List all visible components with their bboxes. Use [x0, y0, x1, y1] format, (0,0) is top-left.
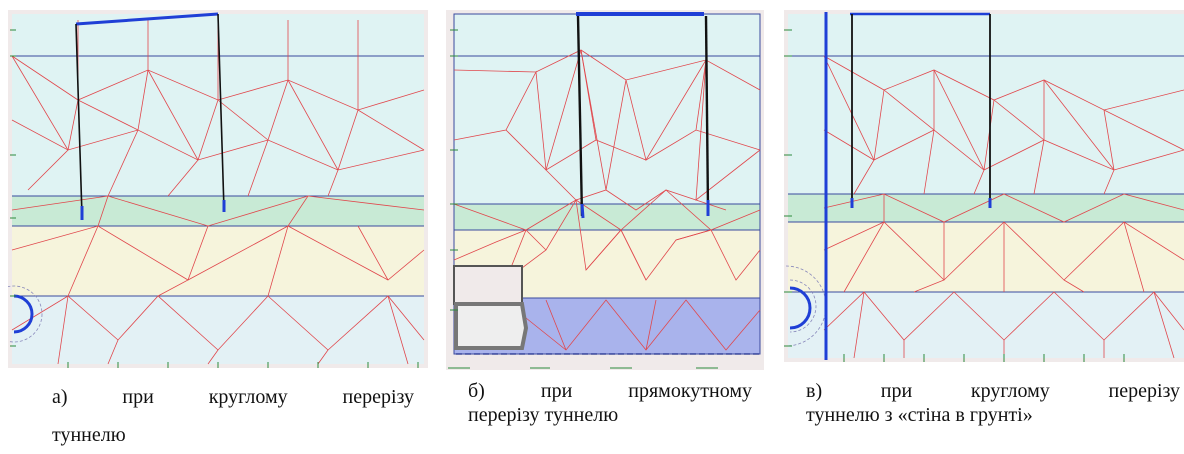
mesh-drawing-c [784, 10, 1184, 362]
caption-c-line1: в) при круглому перерізу [806, 379, 1180, 403]
figure-c-mesh [784, 10, 1184, 362]
caption-a-word: при [122, 386, 154, 408]
caption-a-line2: туннелю [52, 424, 126, 446]
caption-b-word: прямокутному [628, 380, 752, 402]
caption-b-line1: б) при прямокутному [468, 379, 752, 403]
caption-a-word: перерізу [342, 386, 414, 408]
caption-a-word: а) [52, 386, 68, 408]
caption-b: б) при прямокутному перерізу туннелю [468, 379, 752, 427]
caption-a-word: круглому [208, 386, 288, 408]
caption-c: в) при круглому перерізу туннелю з «стін… [806, 379, 1180, 427]
caption-a-line1: а) при круглому перерізу [52, 378, 414, 416]
caption-c-line2: туннелю з «стіна в грунті» [806, 404, 1033, 426]
caption-a: а) при круглому перерізу туннелю [52, 378, 414, 454]
caption-b-line2: перерізу туннелю [468, 404, 619, 426]
mesh-drawing-b [446, 10, 764, 370]
mesh-drawing-a [8, 10, 428, 368]
figure-b-mesh [446, 10, 764, 370]
figure-a-mesh [8, 10, 428, 368]
caption-c-word: круглому [970, 380, 1050, 402]
caption-b-word: б) [468, 380, 485, 402]
caption-b-word: при [540, 380, 573, 402]
caption-c-word: при [880, 380, 913, 402]
caption-c-word: перерізу [1108, 380, 1180, 402]
caption-c-word: в) [806, 380, 823, 402]
